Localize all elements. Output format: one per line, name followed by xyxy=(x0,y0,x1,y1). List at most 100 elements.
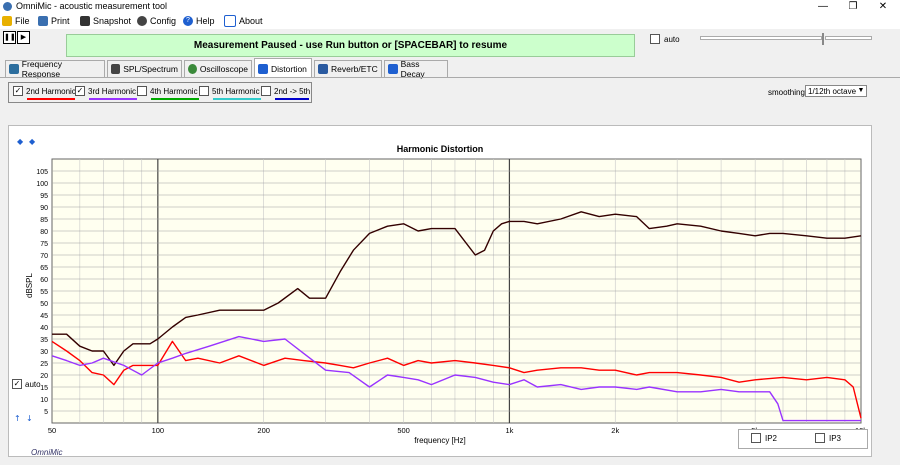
y-tick-label: 50 xyxy=(40,301,48,308)
pan-arrow-icon[interactable]: ◆ xyxy=(29,137,36,146)
harmonic-5th-checkbox[interactable] xyxy=(199,86,209,96)
menu-file[interactable]: File xyxy=(2,15,30,27)
harmonic-2nd-5th[interactable]: 2nd -> 5th xyxy=(261,86,311,100)
maximize-button[interactable]: ❐ xyxy=(848,1,858,12)
x-axis-label: frequency [Hz] xyxy=(414,436,466,445)
y-tick-label: 20 xyxy=(40,373,48,380)
frequency-icon xyxy=(9,64,19,74)
y-tick-label: 55 xyxy=(40,289,48,296)
chat-icon xyxy=(224,15,236,27)
menu-label: Print xyxy=(51,16,70,26)
harmonic-color-line xyxy=(151,98,199,100)
menu-config[interactable]: Config xyxy=(137,15,176,27)
harmonic-color-line xyxy=(27,98,75,100)
y-tick-label: 70 xyxy=(40,253,48,260)
tab-bass-decay[interactable]: Bass Decay xyxy=(384,59,448,79)
chevron-down-icon[interactable]: ▼ xyxy=(857,87,865,94)
camera-icon xyxy=(80,16,90,26)
tab-reverb-etc[interactable]: Reverb/ETC xyxy=(314,60,382,77)
harmonic-label: 4th Harmonic xyxy=(150,86,198,96)
series-line-1 xyxy=(51,340,862,419)
smoothing-value: 1/12th octave xyxy=(808,87,857,96)
ip3-toggle[interactable]: IP3 xyxy=(815,433,841,443)
x-tick-label: 2k xyxy=(611,426,619,435)
y-tick-label: 10 xyxy=(40,397,48,404)
pan-arrow-icon[interactable]: ◆ xyxy=(17,137,24,146)
slider-thumb[interactable] xyxy=(822,33,824,45)
harmonic-label: 3rd Harmonic xyxy=(88,86,137,96)
y-tick-label: 30 xyxy=(40,349,48,356)
chart-title: Harmonic Distortion xyxy=(396,144,484,154)
y-tick-label: 5 xyxy=(44,409,48,416)
harmonic-4th-checkbox[interactable] xyxy=(137,86,147,96)
y-tick-label: 105 xyxy=(36,169,48,176)
smoothing-dropdown[interactable]: 1/12th octave ▼ xyxy=(805,85,867,97)
distortion-chart[interactable]: 5 10 15 20 25 30 35 40 45 50 55 60 65 70 75 80 85 90 95 100… xyxy=(9,126,871,456)
close-button[interactable]: ✕ xyxy=(878,1,888,12)
y-auto-checkbox[interactable]: ✓ xyxy=(12,379,22,389)
gear-icon xyxy=(137,16,147,26)
menu-help[interactable]: ? Help xyxy=(183,15,215,27)
menu-label: Config xyxy=(150,16,177,26)
level-slider-2[interactable] xyxy=(825,36,872,40)
harmonic-3rd[interactable]: ✓ 3rd Harmonic xyxy=(75,86,137,100)
harmonic-5th[interactable]: 5th Harmonic xyxy=(199,86,261,100)
menu-label: File xyxy=(15,16,30,26)
harmonic-2nd-5th-checkbox[interactable] xyxy=(261,86,271,96)
y-tick-label: 75 xyxy=(40,241,48,248)
title-bar: OmniMic - acoustic measurement tool — ❐ … xyxy=(0,0,900,13)
x-tick-label: 100 xyxy=(152,426,165,435)
y-tick-label: 60 xyxy=(40,277,48,284)
tab-divider xyxy=(0,77,900,78)
tab-label: Distortion xyxy=(271,63,307,74)
status-banner: Measurement Paused - use Run button or [… xyxy=(66,34,635,57)
series-line-2 xyxy=(51,335,861,422)
auto-label: auto xyxy=(664,34,680,44)
harmonic-2nd[interactable]: ✓ 2nd Harmonic xyxy=(13,86,76,100)
menu-snapshot[interactable]: Snapshot xyxy=(80,15,131,27)
menu-about[interactable]: About xyxy=(224,15,263,27)
auto-checkbox[interactable] xyxy=(650,34,660,44)
chart-panel: Harmonic Distortion 5 10 15 20 25 30 35 40 45 50 5… xyxy=(8,125,872,457)
y-tick-label: 35 xyxy=(40,337,48,344)
pan-arrow-icon[interactable]: ↓ xyxy=(26,414,33,423)
y-tick-label: 100 xyxy=(36,181,48,188)
harmonic-2nd-checkbox[interactable]: ✓ xyxy=(13,86,23,96)
harmonic-color-line xyxy=(213,98,261,100)
tab-oscilloscope[interactable]: Oscilloscope xyxy=(184,60,252,77)
auto-scale-toggle[interactable]: auto xyxy=(650,34,680,44)
harmonic-3rd-checkbox[interactable]: ✓ xyxy=(75,86,85,96)
tab-frequency-response[interactable]: Frequency Response xyxy=(5,59,105,79)
pan-arrow-icon[interactable]: ↑ xyxy=(14,414,21,423)
tab-distortion[interactable]: Distortion xyxy=(254,58,312,78)
pause-button[interactable]: ❚❚ xyxy=(3,31,16,44)
x-tick-label: 500 xyxy=(397,426,410,435)
y-tick-label: 15 xyxy=(40,385,48,392)
level-slider[interactable] xyxy=(700,36,822,40)
ip3-checkbox[interactable] xyxy=(815,433,825,443)
menu-label: About xyxy=(239,16,263,26)
ip2-label: IP2 xyxy=(765,433,778,443)
harmonic-4th[interactable]: 4th Harmonic xyxy=(137,86,199,100)
y-auto-toggle[interactable]: ✓ auto xyxy=(12,379,41,389)
harmonic-label: 2nd -> 5th xyxy=(274,86,311,96)
y-tick-label: 85 xyxy=(40,217,48,224)
y-tick-label: 80 xyxy=(40,229,48,236)
tab-label: SPL/Spectrum xyxy=(123,64,178,74)
y-tick-label: 25 xyxy=(40,361,48,368)
y-tick-label: 45 xyxy=(40,313,48,320)
tab-spl-spectrum[interactable]: SPL/Spectrum xyxy=(107,60,182,77)
run-button[interactable]: ▶ xyxy=(17,31,30,44)
menu-print[interactable]: Print xyxy=(38,15,70,27)
ip2-toggle[interactable]: IP2 xyxy=(751,433,777,443)
ip2-checkbox[interactable] xyxy=(751,433,761,443)
bass-decay-icon xyxy=(388,64,398,74)
y-tick-label: 40 xyxy=(40,325,48,332)
menu-label: Help xyxy=(196,16,215,26)
y-tick-label: 95 xyxy=(40,193,48,200)
minimize-button[interactable]: — xyxy=(818,1,828,12)
smoothing-label: smoothing xyxy=(768,88,805,97)
ip3-label: IP3 xyxy=(829,433,842,443)
harmonic-label: 2nd Harmonic xyxy=(26,86,76,96)
menu-bar: File Print Snapshot Config ? Help About xyxy=(0,13,900,29)
